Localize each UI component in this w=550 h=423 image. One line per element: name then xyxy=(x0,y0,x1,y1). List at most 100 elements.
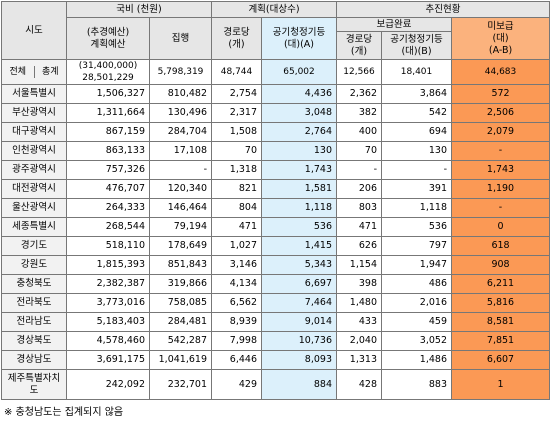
footnote: ※ 충청남도는 집계되지 않음 xyxy=(4,407,124,418)
region-cell: 광주광역시 xyxy=(1,160,67,180)
value-cell: 7,998 xyxy=(211,331,262,351)
value-cell: 10,736 xyxy=(261,331,337,351)
value-cell: 2,764 xyxy=(261,122,337,142)
value-cell: 3,146 xyxy=(211,255,262,275)
header-cell: (추경예산) 계획예산 xyxy=(66,17,150,60)
header-cell: 공기청정기등 (대)(B) xyxy=(381,31,452,60)
header-cell: 국비 (천원) xyxy=(66,1,212,18)
value-cell: 242,092 xyxy=(66,369,150,400)
value-cell: 486 xyxy=(381,274,452,294)
value-cell: - xyxy=(381,160,452,180)
value-cell: 1,027 xyxy=(211,236,262,256)
value-cell: 6,607 xyxy=(450,350,550,370)
value-cell: 400 xyxy=(336,122,382,142)
cell-line: (A-B) xyxy=(488,44,513,56)
value-cell: 3,052 xyxy=(381,331,452,351)
value-cell: 2,317 xyxy=(211,103,262,123)
value-cell: 391 xyxy=(381,179,452,199)
cell-line: (대)(B) xyxy=(401,45,432,57)
value-cell: 6,211 xyxy=(450,274,550,294)
header-cell: 집행 xyxy=(149,17,212,60)
region-cell: 경상북도 xyxy=(1,331,67,351)
value-cell: 9,014 xyxy=(261,312,337,332)
value-cell: 429 xyxy=(211,369,262,400)
value-cell: 44,683 xyxy=(450,59,550,85)
value-cell: 120,340 xyxy=(149,179,212,199)
value-cell: 382 xyxy=(336,103,382,123)
value-cell: 536 xyxy=(261,217,337,237)
value-cell: 7,851 xyxy=(450,331,550,351)
value-cell: 542,287 xyxy=(149,331,212,351)
value-cell: 2,506 xyxy=(450,103,550,123)
region-cell: 인천광역시 xyxy=(1,141,67,161)
value-cell: 268,544 xyxy=(66,217,150,237)
value-cell: 821 xyxy=(211,179,262,199)
value-cell: 757,326 xyxy=(66,160,150,180)
value-cell: 2,362 xyxy=(336,84,382,104)
table-row: 인천광역시 863,133 17,108 70 130 70 130- xyxy=(1,141,550,161)
value-cell: 1,815,393 xyxy=(66,255,150,275)
value-cell: 146,464 xyxy=(149,198,212,218)
value-cell: 797 xyxy=(381,236,452,256)
value-cell: 2,079 xyxy=(450,122,550,142)
value-cell: 5,183,403 xyxy=(66,312,150,332)
region-cell: 울산광역시 xyxy=(1,198,67,218)
table-row: 시도 국비 (천원) 계획(대상수) 추진현황 xyxy=(1,1,550,60)
value-cell: 18,401 xyxy=(381,59,452,85)
header-cell: 추진현황 xyxy=(335,1,550,18)
value-cell: 79,194 xyxy=(149,217,212,237)
table-row: 경로당 (개) 공기청정기등 (대)(B) xyxy=(2,31,550,60)
value-cell: 2,754 xyxy=(211,84,262,104)
table-row: 광주광역시 757,326-1,318 1,743- -1,743 xyxy=(1,160,550,180)
value-cell: 883 xyxy=(381,369,452,400)
value-cell: - xyxy=(450,141,550,161)
value-cell: 459 xyxy=(381,312,452,332)
cell-line: 공기청정기등 xyxy=(390,33,443,45)
header-cell: 미보급 (대) (A-B) xyxy=(450,17,550,60)
header-cell: 계획(대상수) xyxy=(211,1,337,18)
value-cell: 1,506,327 xyxy=(66,84,150,104)
value-cell: 284,704 xyxy=(149,122,212,142)
value-cell: 1,480 xyxy=(336,293,382,313)
cell-line: 미보급 xyxy=(487,20,514,32)
cell-line: 경로당 xyxy=(223,26,250,38)
value-cell: 206 xyxy=(336,179,382,199)
value-cell: 471 xyxy=(211,217,262,237)
region-cell: 전라남도 xyxy=(1,312,67,332)
value-cell: 1,508 xyxy=(211,122,262,142)
header-cell: 시도 xyxy=(1,1,67,60)
value-cell: 232,701 xyxy=(149,369,212,400)
value-cell: 48,744 xyxy=(211,59,262,85)
data-table: 시도 국비 (천원) 계획(대상수) 추진현황 (추경예산) 계획예산 집행 경로당 (개) 공기… xyxy=(1,1,550,400)
value-cell: 398 xyxy=(336,274,382,294)
value-cell: 12,566 xyxy=(336,59,382,85)
table-row: 전라남도 5,183,403 284,481 8,939 9,014 433 459 8,58… xyxy=(1,312,550,332)
cell-line: (31,400,000) xyxy=(78,61,138,71)
value-cell: 1,581 xyxy=(261,179,337,199)
value-cell: 3,773,016 xyxy=(66,293,150,313)
value-cell: 1,118 xyxy=(381,198,452,218)
value-cell: 1,041,619 xyxy=(149,350,212,370)
header-cell: 보급완료 xyxy=(336,17,452,32)
value-cell: 264,333 xyxy=(66,198,150,218)
region-cell: 대구광역시 xyxy=(1,122,67,142)
value-cell: 572 xyxy=(450,84,550,104)
value-cell: 130,496 xyxy=(149,103,212,123)
value-cell: 1,743 xyxy=(450,160,550,180)
value-cell: - xyxy=(336,160,382,180)
region-cell: 충청북도 xyxy=(1,274,67,294)
value-cell: 1,313 xyxy=(336,350,382,370)
cell-line: (개) xyxy=(350,45,368,57)
value-cell: 178,649 xyxy=(149,236,212,256)
value-cell: 428 xyxy=(336,369,382,400)
cell-line: (대)(A) xyxy=(283,38,315,50)
value-cell: 6,446 xyxy=(211,350,262,370)
value-cell: 1,486 xyxy=(381,350,452,370)
value-cell: 542 xyxy=(381,103,452,123)
table-row: 서울특별시 1,506,327 810,482 2,754 4,436 2,362 3,86… xyxy=(1,84,550,104)
value-cell: 1,743 xyxy=(261,160,337,180)
value-cell: 536 xyxy=(381,217,452,237)
table-row: 경기도 518,110 178,649 1,027 1,415 626 797 618 xyxy=(1,236,550,256)
value-cell: 804 xyxy=(211,198,262,218)
